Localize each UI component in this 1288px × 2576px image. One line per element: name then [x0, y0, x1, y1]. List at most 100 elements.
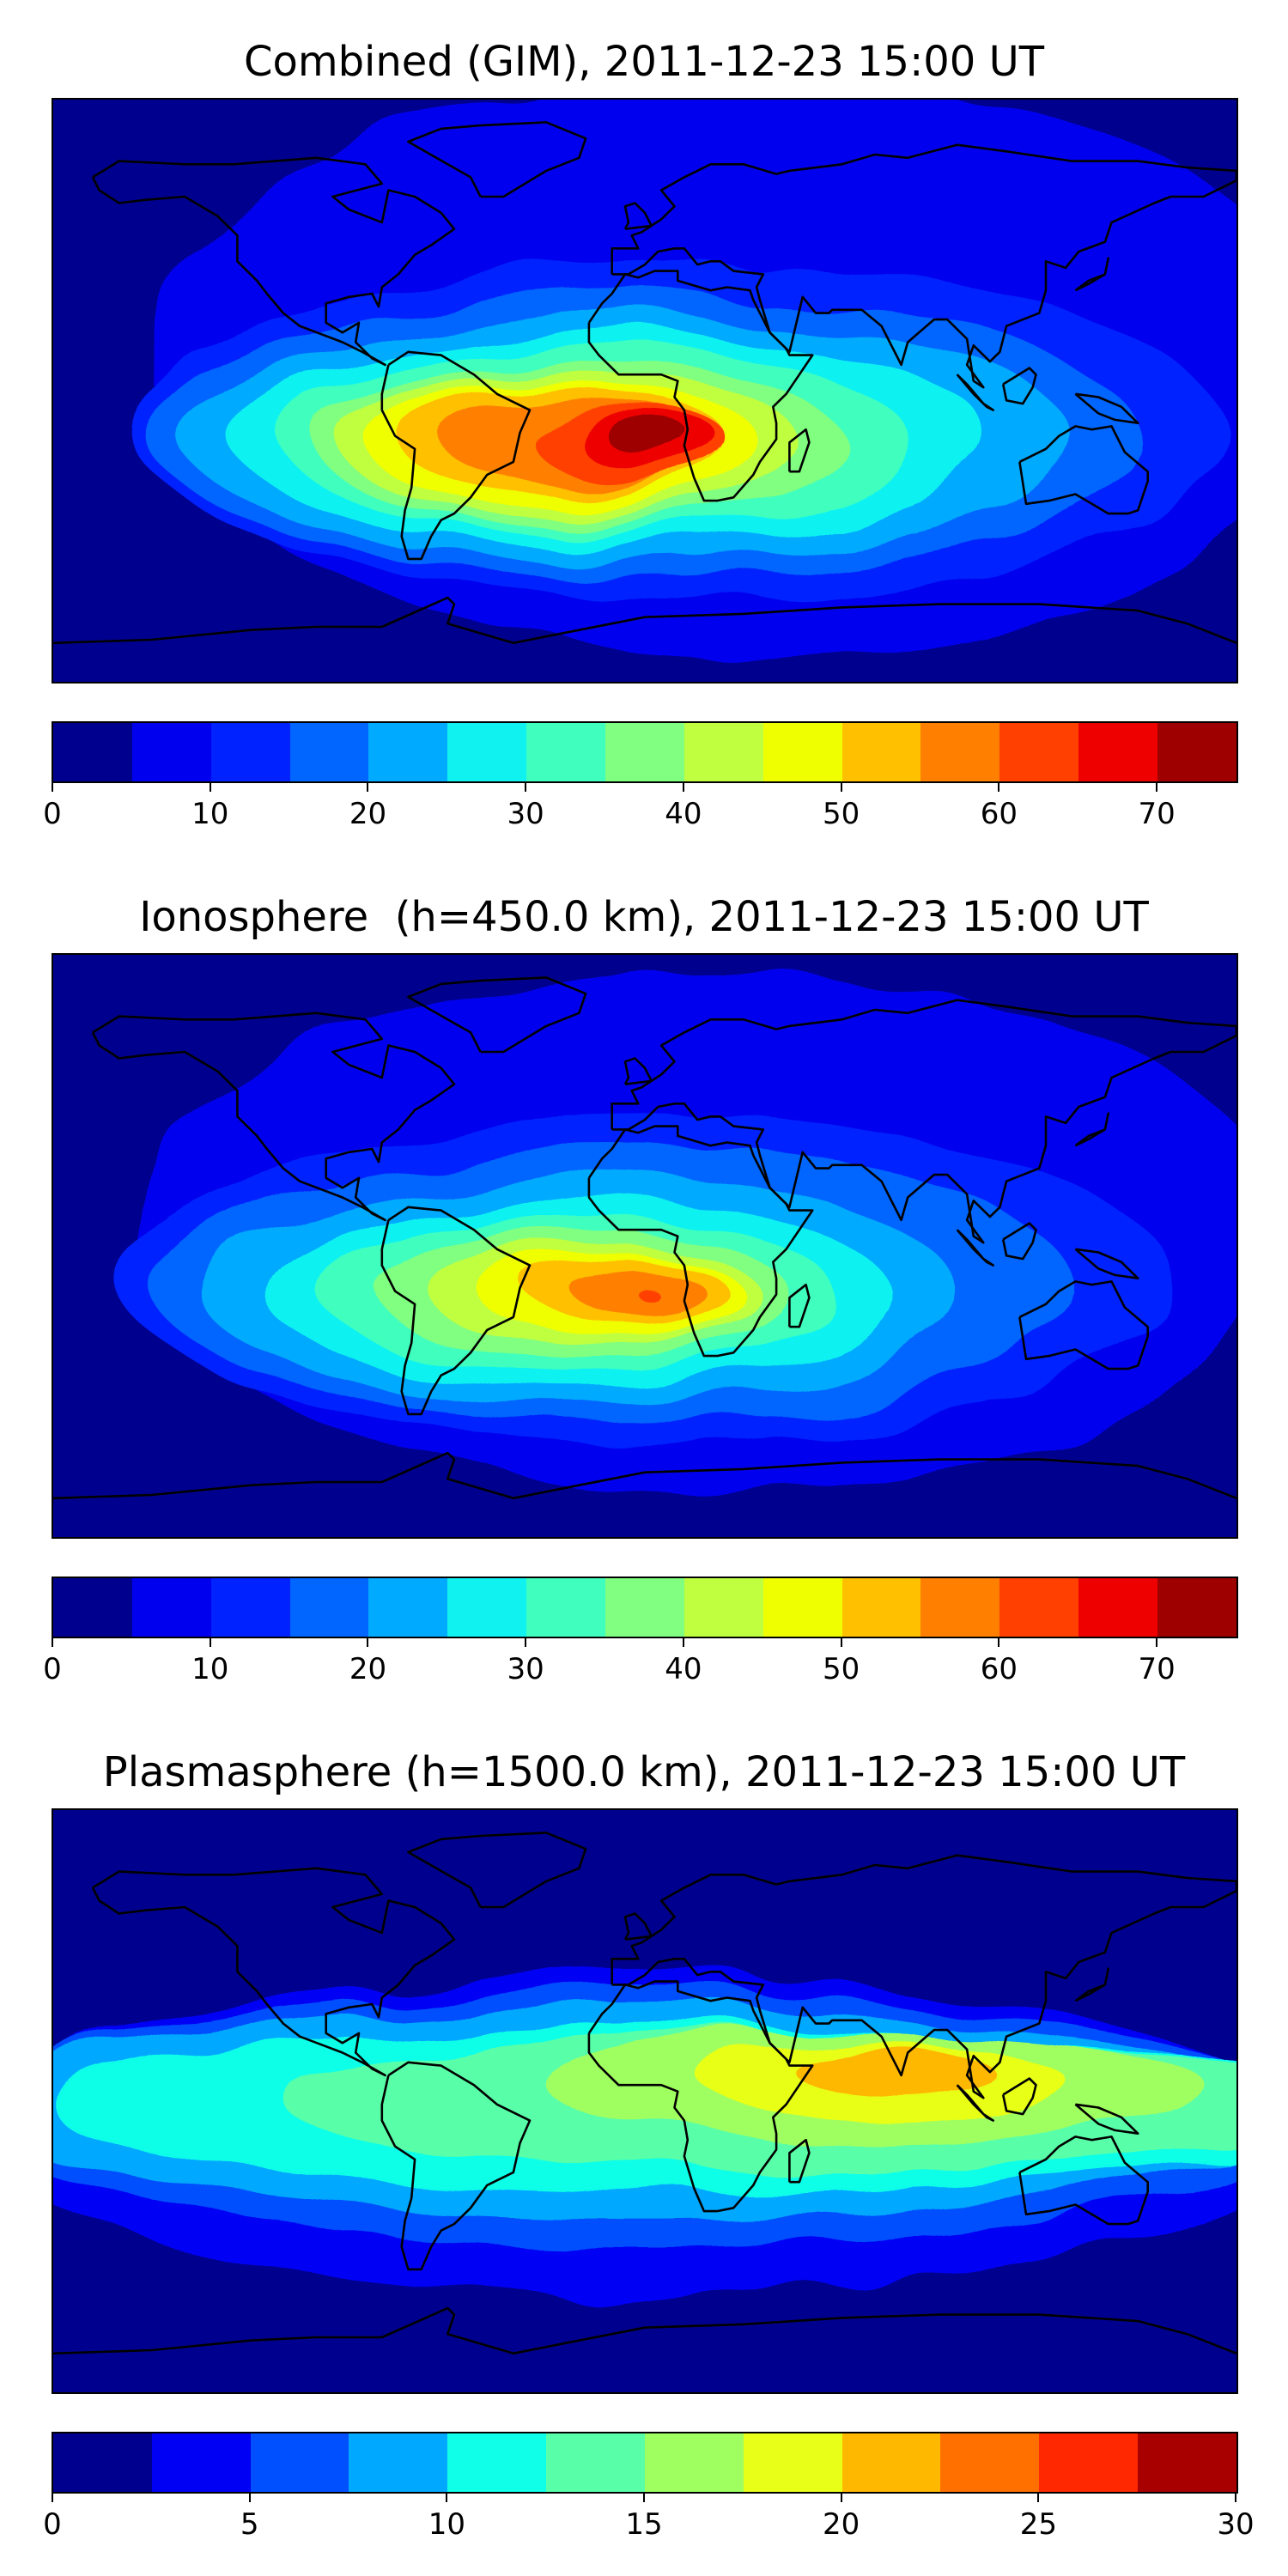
colorbar-segment	[841, 723, 921, 781]
colorbar-segment	[526, 723, 606, 781]
colorbar-segment	[53, 1578, 132, 1637]
coastline	[611, 1854, 1236, 2099]
colorbar-segment	[683, 723, 763, 781]
colorbar-tick-mark	[840, 783, 842, 792]
colorbar-segment	[289, 723, 369, 781]
colorbar-tick-mark	[840, 1638, 842, 1647]
coastline	[407, 121, 587, 198]
colorbar-tick-mark	[446, 2494, 448, 2502]
colorbar-tick-mark	[682, 1638, 684, 1647]
coastline	[1018, 2136, 1149, 2226]
colorbar-tick-label: 10	[191, 797, 229, 831]
map-canvas	[53, 1810, 1236, 2392]
colorbar-tick-label: 30	[507, 797, 544, 831]
coastline	[380, 350, 532, 561]
colorbar-tick-mark	[682, 783, 684, 792]
colorbar-combined	[52, 721, 1238, 783]
colorbar-segment	[1157, 723, 1236, 781]
coastline	[1074, 392, 1139, 425]
colorbar-tick-mark	[998, 783, 1000, 792]
colorbar-segment	[131, 723, 211, 781]
coastline	[407, 976, 587, 1054]
colorbar-tick-mark	[643, 2494, 645, 2502]
coastline	[1074, 257, 1109, 292]
colorbar-tick-label: 0	[43, 797, 62, 831]
colorbar-tick-label: 15	[625, 2507, 663, 2542]
colorbar-tick-label: 70	[1138, 797, 1176, 831]
coastline	[611, 143, 1236, 389]
coastline	[91, 1012, 456, 1222]
coastline	[1001, 367, 1037, 405]
colorbar-segment	[683, 1578, 763, 1637]
colorbar-tick-mark	[840, 2494, 842, 2502]
colorbar-segment	[999, 1578, 1079, 1637]
colorbar-ticks-plasmasphere: 0 5 10 15 20 25 30	[43, 2494, 1255, 2545]
coastline	[1001, 2077, 1037, 2116]
coastline	[1074, 1248, 1139, 1280]
coastline	[587, 270, 814, 502]
colorbar-plasmasphere	[52, 2432, 1238, 2494]
coastline	[91, 1867, 456, 2077]
colorbar-tick-label: 40	[665, 1652, 702, 1686]
colorbar-segment	[1039, 2433, 1139, 2492]
coastline	[788, 2138, 811, 2184]
colorbar-tick-mark	[998, 1638, 1000, 1647]
colorbar-tick-label: 30	[507, 1652, 544, 1686]
coastline	[1018, 425, 1149, 515]
colorbar-segment	[762, 723, 842, 781]
colorbar-segment	[53, 723, 132, 781]
colorbar-segment	[368, 723, 448, 781]
colorbar-tick-label: 50	[823, 1652, 860, 1686]
colorbar-ticks-combined: 0 10 20 30 40 50 60 70	[43, 783, 1236, 835]
colorbar-tick-label: 0	[43, 1652, 62, 1686]
coastline	[587, 1125, 814, 1358]
colorbar-segment	[368, 1578, 448, 1637]
colorbar-segment	[605, 723, 684, 781]
colorbar-tick-label: 20	[349, 1652, 387, 1686]
colorbar-segment	[526, 1578, 606, 1637]
coastline	[91, 156, 456, 367]
colorbar-segment	[546, 2433, 645, 2492]
coastline	[407, 1832, 587, 1909]
map-title-plasmasphere: Plasmasphere (h=1500.0 km), 2011-12-23 1…	[102, 1748, 1186, 1796]
colorbar-tick-mark	[52, 783, 53, 792]
colorbar-segment	[1157, 1578, 1236, 1637]
colorbar-segment	[644, 2433, 744, 2492]
coastline	[623, 1057, 653, 1085]
colorbar-segment	[940, 2433, 1040, 2492]
coastline	[611, 999, 1236, 1244]
colorbar-tick-label: 5	[240, 2507, 259, 2542]
colorbar-segment	[447, 2433, 547, 2492]
colorbar-tick-label: 70	[1138, 1652, 1176, 1686]
coastline	[623, 202, 653, 230]
colorbar-tick-mark	[209, 1638, 211, 1647]
colorbar-tick-mark	[525, 783, 527, 792]
coastline	[380, 2061, 532, 2271]
colorbar-tick-mark	[525, 1638, 527, 1647]
colorbar-segment	[841, 2433, 941, 2492]
colorbar-segment	[920, 1578, 1000, 1637]
map-title-ionosphere: Ionosphere (h=450.0 km), 2011-12-23 15:0…	[139, 893, 1149, 941]
colorbar-tick-mark	[52, 2494, 53, 2502]
colorbar-tick-label: 0	[43, 2507, 62, 2542]
colorbar-tick-label: 30	[1217, 2507, 1255, 2542]
colorbar-segment	[1078, 1578, 1158, 1637]
colorbar-tick-mark	[367, 1638, 369, 1647]
colorbar-segment	[210, 1578, 290, 1637]
colorbar-segment	[210, 723, 290, 781]
colorbar-tick-label: 60	[980, 797, 1018, 831]
colorbar-ionosphere	[52, 1577, 1238, 1638]
colorbar-tick-label: 40	[665, 797, 702, 831]
colorbar-tick-label: 10	[191, 1652, 229, 1686]
colorbar-segment	[289, 1578, 369, 1637]
colorbar-tick-mark	[1156, 783, 1158, 792]
colorbar-segment	[447, 1578, 527, 1637]
colorbar-tick-mark	[1037, 2494, 1040, 2502]
map-combined	[52, 98, 1238, 683]
coastline	[956, 2084, 994, 2122]
colorbar-segment	[605, 1578, 684, 1637]
colorbar-segment	[1138, 2433, 1236, 2492]
coastline	[956, 374, 994, 411]
colorbar-ticks-ionosphere: 0 10 20 30 40 50 60 70	[43, 1638, 1236, 1690]
colorbar-tick-label: 60	[980, 1652, 1018, 1686]
